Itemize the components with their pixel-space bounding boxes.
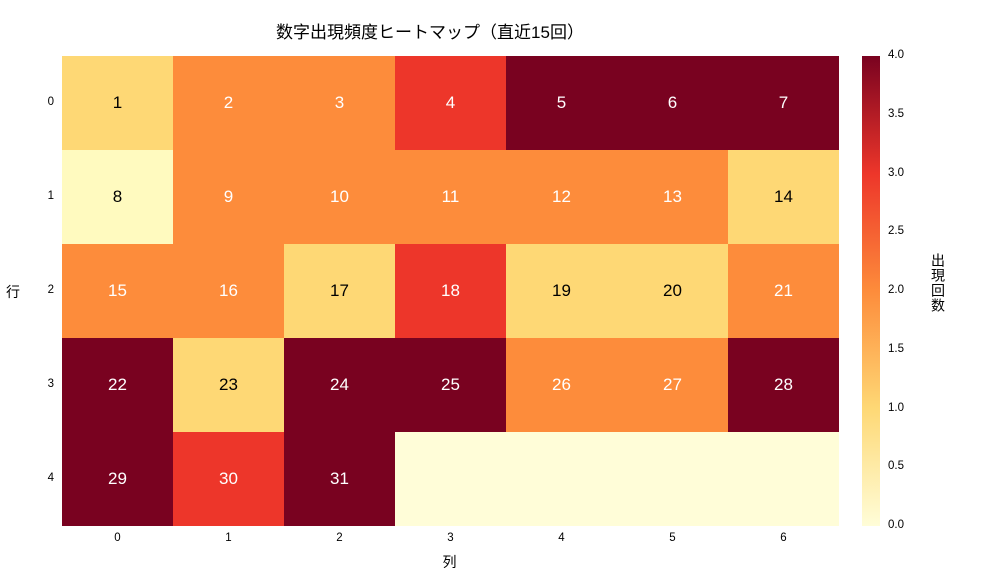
cell-label: 25 [441,375,460,395]
cell-label: 22 [108,375,127,395]
colorbar [862,56,880,526]
heatmap-cell: 13 [617,150,728,244]
colorbar-tick-label: 1.0 [888,402,904,414]
x-tick-label: 4 [542,532,582,544]
heatmap-row: 22 23 24 25 26 27 28 [62,338,839,432]
y-tick-label: 2 [24,284,54,296]
heatmap-cell: 22 [62,338,173,432]
heatmap-cell: 11 [395,150,506,244]
cell-label: 13 [663,187,682,207]
cell-label: 21 [774,281,793,301]
heatmap-row: 8 9 10 11 12 13 14 [62,150,839,244]
x-tick-label: 1 [209,532,249,544]
x-tick-label: 5 [653,532,693,544]
y-tick-label: 0 [24,96,54,108]
x-tick-label: 3 [431,532,471,544]
cell-label: 10 [330,187,349,207]
cell-label: 19 [552,281,571,301]
cell-label: 27 [663,375,682,395]
heatmap-row: 15 16 17 18 19 20 21 [62,244,839,338]
heatmap-cell: 27 [617,338,728,432]
colorbar-tick-label: 2.0 [888,284,904,296]
heatmap-cell: 15 [62,244,173,338]
heatmap-cell: 3 [284,56,395,150]
cell-label: 2 [224,93,233,113]
heatmap-cell: 12 [506,150,617,244]
heatmap-cell: 5 [506,56,617,150]
heatmap-cell: 8 [62,150,173,244]
heatmap-cell: 18 [395,244,506,338]
cell-label: 16 [219,281,238,301]
cell-label: 17 [330,281,349,301]
heatmap-cell: 20 [617,244,728,338]
heatmap-cell: 29 [62,432,173,526]
cell-label: 5 [557,93,566,113]
heatmap-cell: 14 [728,150,839,244]
cell-label: 18 [441,281,460,301]
heatmap-cell: 4 [395,56,506,150]
colorbar-tick-label: 2.5 [888,225,904,237]
cell-label: 6 [668,93,677,113]
cell-label: 8 [113,187,122,207]
heatmap-cell: 25 [395,338,506,432]
heatmap-cell: 26 [506,338,617,432]
heatmap-cell [617,432,728,526]
y-tick-label: 1 [24,190,54,202]
cell-label: 23 [219,375,238,395]
x-tick-label: 2 [320,532,360,544]
heatmap-cell: 9 [173,150,284,244]
cell-label: 26 [552,375,571,395]
y-tick-label: 4 [24,472,54,484]
cell-label: 4 [446,93,455,113]
heatmap-row: 29 30 31 [62,432,839,526]
cell-label: 3 [335,93,344,113]
cell-label: 29 [108,469,127,489]
cell-label: 7 [779,93,788,113]
colorbar-tick-label: 0.0 [888,519,904,531]
colorbar-tick-label: 0.5 [888,460,904,472]
y-tick-label: 3 [24,378,54,390]
chart-title: 数字出現頻度ヒートマップ（直近15回） [0,18,860,43]
x-tick-label: 0 [98,532,138,544]
heatmap-cell: 10 [284,150,395,244]
heatmap-cell: 28 [728,338,839,432]
colorbar-tick-label: 4.0 [888,49,904,61]
y-axis-label: 行 [6,282,20,302]
heatmap-cell: 7 [728,56,839,150]
cell-label: 20 [663,281,682,301]
x-axis-label: 列 [443,552,457,572]
heatmap-cell [395,432,506,526]
heatmap-cell: 24 [284,338,395,432]
colorbar-tick-label: 3.5 [888,108,904,120]
colorbar-label: 出現回数 [928,253,948,313]
heatmap-cell: 1 [62,56,173,150]
cell-label: 28 [774,375,793,395]
cell-label: 11 [442,187,460,207]
heatmap-cell: 31 [284,432,395,526]
heatmap-grid: 1234567891011121314151617181920212223242… [62,56,839,526]
cell-label: 14 [774,187,793,207]
heatmap-cell: 23 [173,338,284,432]
heatmap-cell: 17 [284,244,395,338]
cell-label: 24 [330,375,349,395]
x-tick-label: 6 [764,532,804,544]
heatmap-cell: 21 [728,244,839,338]
cell-label: 15 [108,281,127,301]
colorbar-tick-label: 3.0 [888,167,904,179]
heatmap-cell [728,432,839,526]
heatmap-cell: 30 [173,432,284,526]
colorbar-tick-label: 1.5 [888,343,904,355]
heatmap-cell: 2 [173,56,284,150]
heatmap-cell: 16 [173,244,284,338]
heatmap-cell: 19 [506,244,617,338]
heatmap-cell [506,432,617,526]
cell-label: 1 [113,93,122,113]
cell-label: 30 [219,469,238,489]
heatmap-cell: 6 [617,56,728,150]
cell-label: 9 [224,187,233,207]
heatmap-row: 1 2 3 4 5 6 7 [62,56,839,150]
cell-label: 12 [552,187,571,207]
cell-label: 31 [330,469,349,489]
